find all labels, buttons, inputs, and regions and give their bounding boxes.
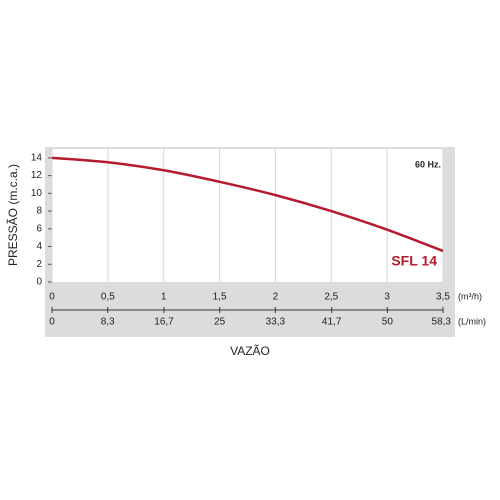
- y-axis-label: PRESSÃO (m.c.a.): [6, 164, 20, 266]
- x-tick-label: 0: [49, 292, 55, 303]
- y-tick-label: 12: [31, 170, 43, 181]
- x-tick-label: 1,5: [213, 292, 227, 303]
- y-tick-label: 2: [36, 259, 42, 270]
- x2-tick-label: 16,7: [154, 317, 174, 328]
- curve: [51, 156, 444, 253]
- y-tick-label: 8: [36, 206, 42, 217]
- y-tick-label: 4: [36, 241, 42, 252]
- x2-tick-label: 58,3: [432, 317, 452, 328]
- y-tick-label: 6: [36, 223, 42, 234]
- y-tick-label: 14: [31, 153, 43, 164]
- x-tick-label: 3: [384, 292, 390, 303]
- x2-tick-label: 50: [382, 317, 394, 328]
- x2-tick-label: 33,3: [266, 317, 286, 328]
- x-tick-label: 2: [273, 292, 279, 303]
- x2-tick-label: 41,7: [322, 317, 342, 328]
- x-tick-label: 0,5: [101, 292, 115, 303]
- x-unit: (m³/h): [458, 291, 482, 301]
- x-tick-label: 3,5: [436, 292, 450, 303]
- x-tick-label: 2,5: [324, 292, 338, 303]
- annotation: 60 Hz.: [415, 159, 441, 169]
- y-tick-label: 10: [31, 188, 43, 199]
- x2-tick-label: 8,3: [101, 317, 115, 328]
- x2-tick-label: 25: [214, 317, 226, 328]
- x-axis-label: VAZÃO: [230, 344, 270, 358]
- y-tick-label: 0: [36, 277, 42, 288]
- x-tick-label: 1: [161, 292, 167, 303]
- plot-area: [52, 149, 443, 282]
- x2-unit: (L/min): [458, 316, 486, 326]
- series-label: SFL 14: [391, 253, 437, 269]
- x2-tick-label: 0: [49, 317, 55, 328]
